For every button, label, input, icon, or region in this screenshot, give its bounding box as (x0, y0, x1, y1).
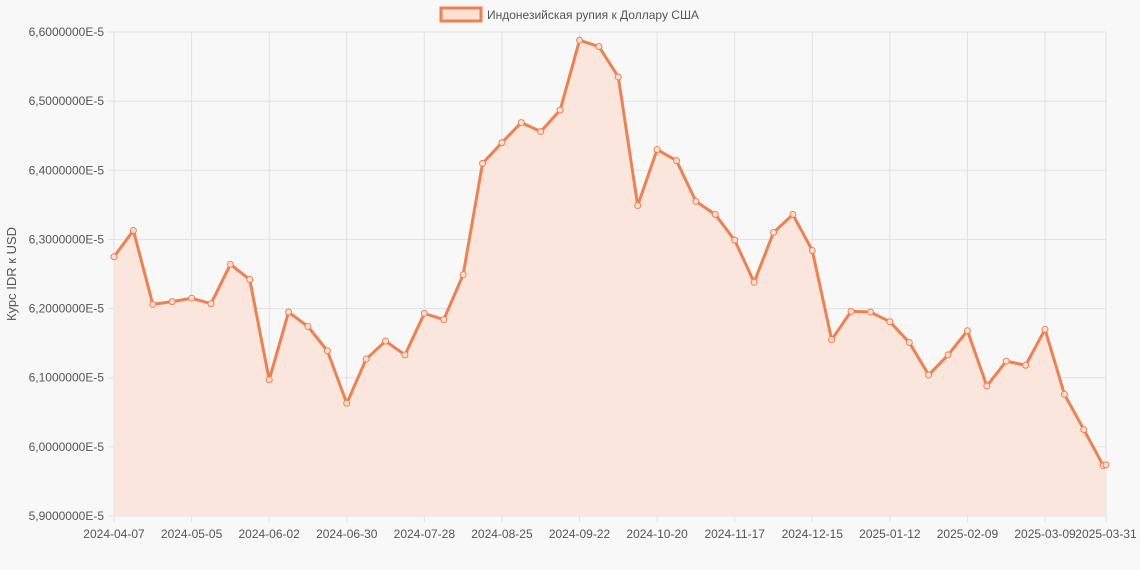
y-tick-label: 6,0000000E-5 (29, 440, 105, 454)
x-axis-ticks: 2024-04-07 2024-05-05 2024-06-02 2024-06-30… (83, 527, 1137, 541)
y-axis-title: Курс IDR к USD (4, 227, 19, 321)
data-point[interactable] (963, 327, 971, 335)
data-point[interactable] (110, 253, 118, 261)
x-tick-label: 2024-12-15 (782, 527, 844, 541)
data-point[interactable] (614, 73, 622, 81)
data-points (110, 36, 1110, 470)
data-point[interactable] (323, 347, 331, 355)
data-point[interactable] (149, 300, 157, 308)
data-point[interactable] (226, 260, 234, 268)
data-point[interactable] (556, 106, 564, 114)
data-point[interactable] (1002, 357, 1010, 365)
data-point[interactable] (168, 298, 176, 306)
data-point[interactable] (905, 338, 913, 346)
data-point[interactable] (692, 197, 700, 205)
data-point[interactable] (304, 323, 312, 331)
y-tick-label: 6,2000000E-5 (29, 302, 105, 316)
data-point[interactable] (925, 371, 933, 379)
x-tick-label: 2025-02-09 (937, 527, 999, 541)
area-fill (114, 40, 1106, 517)
data-point[interactable] (1041, 325, 1049, 333)
x-tick-label: 2024-09-22 (549, 527, 611, 541)
data-point[interactable] (769, 229, 777, 237)
x-tick-label: 2024-07-28 (394, 527, 456, 541)
data-point[interactable] (537, 128, 545, 136)
legend[interactable]: Индонезийская рупия к Доллару США (439, 6, 699, 23)
y-tick-label: 6,1000000E-5 (29, 371, 105, 385)
x-tick-label: 2024-05-05 (161, 527, 223, 541)
x-tick-label: 2024-04-07 (83, 527, 145, 541)
data-point[interactable] (847, 307, 855, 315)
data-point[interactable] (517, 119, 525, 127)
data-point[interactable] (246, 276, 254, 284)
data-point[interactable] (1080, 426, 1088, 434)
data-point[interactable] (828, 336, 836, 344)
data-point[interactable] (343, 399, 351, 407)
data-point[interactable] (731, 236, 739, 244)
data-point[interactable] (750, 278, 758, 286)
legend-label[interactable]: Индонезийская рупия к Доллару США (487, 8, 699, 22)
data-point[interactable] (265, 376, 273, 384)
legend-swatch[interactable] (439, 6, 483, 23)
data-point[interactable] (285, 308, 293, 316)
x-tick-label: 2024-06-30 (316, 527, 378, 541)
data-point[interactable] (673, 157, 681, 165)
data-point[interactable] (595, 43, 603, 51)
y-tick-label: 6,3000000E-5 (29, 232, 105, 246)
data-point[interactable] (789, 211, 797, 219)
data-point[interactable] (382, 337, 390, 345)
data-point[interactable] (420, 309, 428, 317)
x-tick-label: 2025-03-09 (1014, 527, 1076, 541)
y-axis-ticks: 5,9000000E-5 6,0000000E-5 6,1000000E-5 6,20… (29, 25, 105, 523)
data-point[interactable] (808, 246, 816, 254)
data-point[interactable] (440, 316, 448, 324)
data-point[interactable] (362, 355, 370, 363)
data-point[interactable] (1060, 390, 1068, 398)
data-point[interactable] (944, 351, 952, 359)
x-tick-label: 2025-01-12 (859, 527, 921, 541)
data-point[interactable] (711, 211, 719, 219)
y-tick-label: 6,6000000E-5 (29, 25, 105, 39)
data-point[interactable] (188, 294, 196, 302)
x-tick-label: 2024-06-02 (238, 527, 300, 541)
x-tick-label: 2024-10-20 (626, 527, 688, 541)
data-point[interactable] (983, 382, 991, 390)
data-point[interactable] (1022, 361, 1030, 369)
x-tick-label: 2024-11-17 (704, 527, 765, 541)
data-point[interactable] (459, 271, 467, 279)
y-tick-label: 6,5000000E-5 (29, 94, 105, 108)
data-point[interactable] (653, 146, 661, 154)
x-tick-label: 2024-08-25 (471, 527, 533, 541)
data-point[interactable] (1102, 461, 1110, 469)
data-point[interactable] (401, 351, 409, 359)
series-area (114, 40, 1106, 517)
data-point[interactable] (498, 139, 506, 147)
data-point[interactable] (479, 159, 487, 167)
data-point[interactable] (886, 318, 894, 326)
y-tick-label: 6,4000000E-5 (29, 163, 105, 177)
x-tick-label: 2025-03-31 (1075, 527, 1137, 541)
data-point[interactable] (634, 202, 642, 210)
y-tick-label: 5,9000000E-5 (29, 509, 105, 523)
data-point[interactable] (576, 36, 584, 44)
data-point[interactable] (129, 226, 137, 234)
data-point[interactable] (207, 300, 215, 308)
data-point[interactable] (866, 308, 874, 316)
